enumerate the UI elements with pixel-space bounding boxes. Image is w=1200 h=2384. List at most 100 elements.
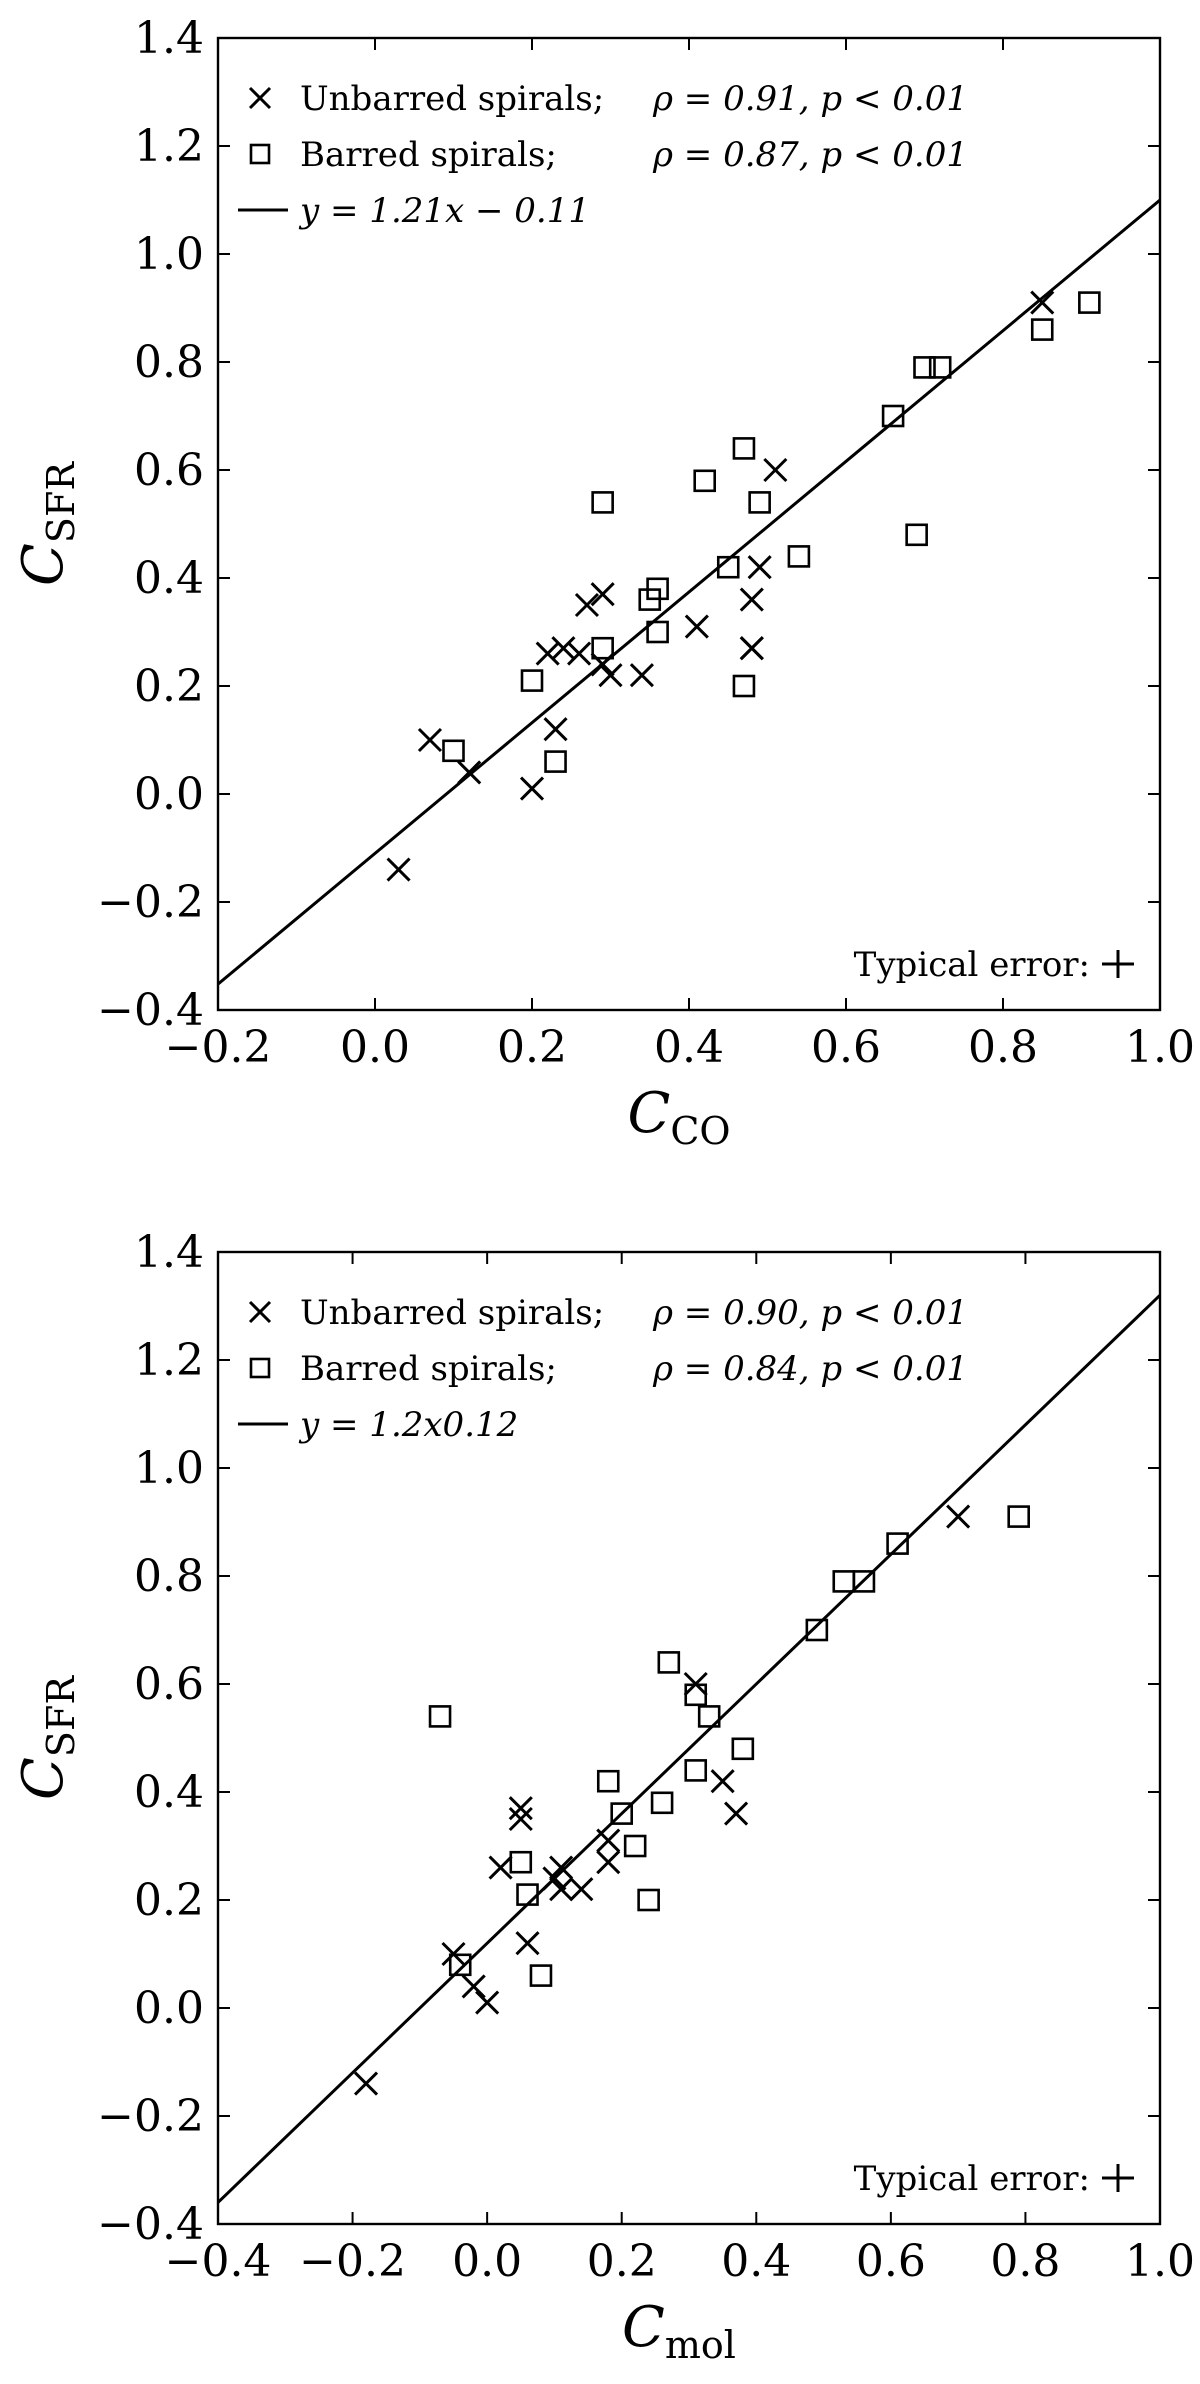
barred-point [852, 1570, 876, 1593]
fit-line [218, 198, 1160, 986]
y-tick-label: 1.0 [134, 1443, 204, 1494]
plot-frame [216, 36, 1162, 1012]
x-tick-label: 0.8 [990, 2236, 1060, 2287]
barred-point [646, 620, 669, 644]
legend-unbarred-label: Unbarred spirals; [300, 79, 604, 119]
unbarred-point [549, 1855, 574, 1880]
barred-point [805, 1618, 829, 1642]
unbarred-point [724, 1801, 749, 1826]
legend-stat: ρ = 0.91, p < 0.01 [652, 79, 968, 119]
y-axis-label: CSFR [11, 461, 83, 586]
unbarred-point [590, 582, 615, 607]
barred-point [428, 1705, 452, 1728]
barred-point [928, 356, 952, 379]
x-tick-label: 0.4 [654, 1022, 724, 1073]
legend-barred-marker [249, 1357, 271, 1379]
unbarred-point [1030, 290, 1055, 315]
barred-point [657, 1651, 681, 1674]
x-tick-label: 0.8 [968, 1022, 1038, 1073]
y-tick-label: 1.4 [134, 13, 204, 64]
barred-point [731, 1737, 755, 1761]
barred-point [684, 1759, 708, 1782]
unbarred-point [353, 2071, 379, 2096]
barred-point [913, 356, 936, 379]
barred-point [1007, 1505, 1031, 1528]
unbarred-point [710, 1769, 735, 1794]
barred-point [1030, 318, 1054, 341]
unbarred-point [417, 727, 443, 753]
typical-error-bar [1102, 950, 1134, 978]
x-tick-label: 0.0 [452, 2236, 522, 2287]
barred-point [1078, 291, 1101, 314]
x-axis-label: Cmol [622, 2295, 736, 2367]
unbarred-point [551, 636, 576, 661]
y-tick-label: 0.0 [134, 1983, 204, 2034]
legend-fit-label: y = 1.2x0.12 [298, 1405, 518, 1445]
y-tick-label: 0.4 [134, 553, 204, 604]
y-tick-label: −0.4 [97, 2199, 204, 2250]
barred-point [732, 437, 756, 460]
fit-line [218, 1294, 1160, 2204]
unbarred-point [574, 592, 600, 618]
y-tick-label: 0.4 [134, 1767, 204, 1818]
barred-point [650, 1791, 674, 1815]
unbarred-point [549, 1877, 574, 1902]
y-tick-label: 0.8 [134, 1551, 204, 1602]
unbarred-point [747, 555, 772, 580]
x-tick-label: −0.4 [165, 2236, 272, 2287]
x-tick-label: 0.6 [811, 1022, 881, 1073]
bottom-panel: −0.4 −0.2 0.0 0.2 0.4 0.6 0.8 1.0 −0.4 −0.2 0.0 0.2… [11, 1227, 1195, 2367]
unbarred-point [590, 652, 615, 677]
barred-point [697, 1705, 721, 1728]
legend-unbarred-marker [248, 1300, 272, 1324]
x-tick-label: 0.2 [497, 1022, 567, 1073]
legend-fit-label: y = 1.21x − 0.11 [298, 191, 590, 231]
x-tick-label: 1.0 [1125, 1022, 1195, 1073]
y-tick-label: 1.2 [134, 1335, 204, 1386]
barred-point [693, 469, 717, 493]
y-tick-label: 1.2 [134, 121, 204, 172]
x-axis-label: CCO [627, 1081, 730, 1153]
barred-point [787, 545, 811, 568]
barred-point [529, 1964, 553, 1987]
barred-point [596, 1769, 620, 1793]
unbarred-point [508, 1796, 533, 1821]
y-tick-label: 0.2 [134, 661, 204, 712]
unbarred-point [519, 776, 545, 801]
barred-point [591, 636, 614, 660]
unbarred-point [543, 717, 568, 742]
barred-point [610, 1802, 634, 1825]
y-tick-label: 0.6 [134, 1659, 204, 1710]
legend-barred-label: Barred spirals; [300, 135, 557, 175]
typical-error-bar [1102, 2164, 1134, 2192]
x-tick-label: 0.2 [587, 2236, 657, 2287]
unbarred-point [596, 1850, 621, 1875]
unbarred-point [684, 614, 709, 639]
barred-point [832, 1570, 856, 1593]
unbarred-point [763, 457, 788, 483]
y-tick-label: −0.2 [97, 2091, 204, 2142]
unbarred-point [515, 1931, 540, 1956]
unbarred-point [946, 1504, 971, 1529]
legend-stat: ρ = 0.87, p < 0.01 [652, 135, 968, 175]
y-axis-label: CSFR [11, 1675, 83, 1800]
unbarred-point [535, 641, 560, 666]
y-tick-label: −0.4 [97, 985, 204, 1036]
unbarred-point [569, 1877, 594, 1902]
legend-barred-label: Barred spirals; [300, 1349, 557, 1389]
typical-error-label: Typical error: [854, 945, 1090, 985]
top-panel: −0.2 0.0 0.2 0.4 0.6 0.8 1.0−0.4−0.20.00.20.40… [11, 13, 1195, 1153]
unbarred-point [461, 1974, 486, 1999]
legend-stat: ρ = 0.84, p < 0.01 [652, 1349, 968, 1389]
plot-frame [216, 1250, 1162, 2226]
legend-unbarred-marker [248, 86, 272, 110]
legend-stat: ρ = 0.90, p < 0.01 [652, 1293, 968, 1333]
y-tick-label: 0.2 [134, 1875, 204, 1926]
y-tick-label: 1.0 [134, 229, 204, 280]
barred-point [684, 1683, 708, 1707]
barred-point [448, 1953, 472, 1977]
unbarred-point [542, 1866, 567, 1891]
unbarred-point [457, 760, 482, 785]
barred-point [748, 491, 771, 514]
